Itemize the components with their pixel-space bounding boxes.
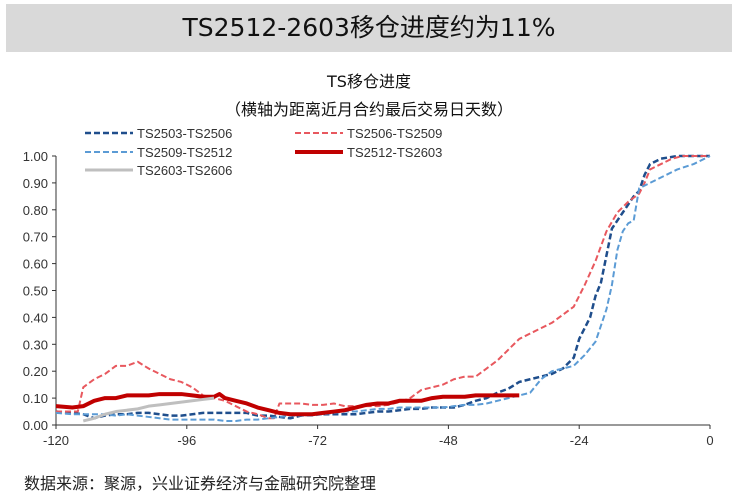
legend-label: TS2506-TS2509 [347,126,442,141]
y-tick-label: 0.70 [23,230,48,245]
series-line-ts2503-ts2506 [55,154,710,420]
series-line-ts2512-ts2603 [55,392,520,417]
y-tick-label: 0.20 [23,364,48,379]
legend-label: TS2503-TS2506 [137,126,232,141]
chart: 0.00 0.10 0.20 0.30 0.40 0.50 0.60 0.70 0.80 0.90… [23,126,714,448]
y-tick-label: 0.60 [23,257,48,272]
y-tick-label: 0.40 [23,310,48,325]
y-tick-label: 0.50 [23,284,48,299]
source-note: 数据来源：聚源，兴业证券经济与金融研究院整理 [24,474,377,493]
chart-subtitle: （横轴为距离近月合约最后交易日天数） [224,100,513,119]
x-tick-label: -120 [43,433,69,448]
y-tick-label: 1.00 [23,149,48,164]
series-line-ts2509-ts2512 [55,155,711,422]
chart-title: TS移仓进度 [327,72,411,91]
x-tick-label: -48 [439,433,458,448]
legend-label: TS2509-TS2512 [137,145,232,160]
y-tick-label: 0.10 [23,391,48,406]
x-tick-label: -24 [570,433,589,448]
legend-label: TS2512-TS2603 [347,145,442,160]
banner-title: TS2512-2603移仓进度约为11% [6,4,732,52]
y-tick-label: 0.80 [23,203,48,218]
y-tick-label: 0.00 [23,418,48,433]
series-line-ts2506-ts2509 [56,155,710,420]
x-tick-label: 0 [706,433,713,448]
x-tick-label: -96 [177,433,196,448]
legend-label: TS2603-TS2606 [137,163,232,178]
y-tick-label: 0.90 [23,176,48,191]
series-line-ts2603-ts2606 [82,396,215,423]
x-tick-label: -72 [308,433,327,448]
y-tick-label: 0.30 [23,337,48,352]
